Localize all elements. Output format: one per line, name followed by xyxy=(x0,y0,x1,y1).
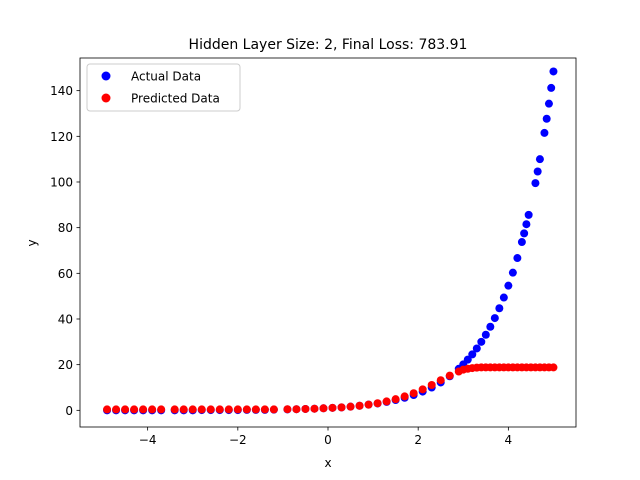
y-tick-label: 120 xyxy=(50,130,73,144)
chart-title: Hidden Layer Size: 2, Final Loss: 783.91 xyxy=(189,37,468,53)
data-point-actual xyxy=(531,179,540,188)
y-tick-label: 0 xyxy=(65,404,73,418)
data-point-predicted xyxy=(355,401,364,410)
data-point-predicted xyxy=(346,402,355,411)
y-tick-label: 140 xyxy=(50,84,73,98)
data-point-predicted xyxy=(148,405,157,414)
data-point-actual xyxy=(544,99,553,108)
data-point-actual xyxy=(463,355,472,364)
data-point-predicted xyxy=(445,371,454,380)
data-point-predicted xyxy=(139,405,148,414)
data-point-predicted xyxy=(157,405,166,414)
data-point-predicted xyxy=(215,405,224,414)
legend-label: Predicted Data xyxy=(131,92,220,106)
data-point-predicted xyxy=(103,405,112,414)
plot-area xyxy=(103,67,558,415)
data-point-predicted xyxy=(283,405,292,414)
data-point-predicted xyxy=(418,385,427,394)
data-point-actual xyxy=(522,220,531,229)
data-point-predicted xyxy=(197,405,206,414)
data-point-predicted xyxy=(260,405,269,414)
y-tick-label: 100 xyxy=(50,175,73,189)
data-point-actual xyxy=(477,337,486,346)
x-axis-label: x xyxy=(324,456,331,470)
data-point-predicted xyxy=(373,399,382,408)
data-point-actual xyxy=(547,83,556,92)
legend-box xyxy=(86,63,241,112)
data-point-predicted xyxy=(436,376,445,385)
data-point-actual xyxy=(472,344,481,353)
data-point-predicted xyxy=(391,395,400,404)
data-point-actual xyxy=(520,229,529,238)
y-axis: 0 20 40 60 80 100 120 140 xyxy=(50,84,80,418)
y-axis-label: y xyxy=(25,239,39,246)
data-point-actual xyxy=(481,330,490,339)
data-point-predicted xyxy=(170,405,179,414)
data-point-predicted xyxy=(310,404,319,413)
data-point-predicted xyxy=(301,404,310,413)
data-point-actual xyxy=(513,254,522,263)
data-point-actual xyxy=(540,128,549,137)
data-point-predicted xyxy=(409,389,418,398)
y-tick-label: 60 xyxy=(58,267,73,281)
data-point-actual xyxy=(495,304,504,313)
y-tick-label: 40 xyxy=(58,312,73,326)
x-tick-label: 2 xyxy=(414,433,422,447)
data-point-actual xyxy=(535,155,544,164)
data-point-actual xyxy=(499,293,508,302)
legend-marker xyxy=(101,93,111,103)
data-point-predicted xyxy=(112,405,121,414)
data-point-actual xyxy=(490,314,499,323)
data-point-predicted xyxy=(242,405,251,414)
data-point-predicted xyxy=(130,405,139,414)
data-point-actual xyxy=(533,167,542,176)
data-point-predicted xyxy=(269,405,278,414)
data-point-predicted xyxy=(400,392,409,401)
y-tick-label: 80 xyxy=(58,221,73,235)
data-point-predicted xyxy=(337,403,346,412)
legend-marker xyxy=(101,71,111,81)
data-point-predicted xyxy=(188,405,197,414)
data-point-predicted xyxy=(382,397,391,406)
data-point-predicted xyxy=(319,404,328,413)
data-point-actual xyxy=(549,67,558,76)
data-point-actual xyxy=(486,322,495,331)
data-point-predicted xyxy=(224,405,233,414)
x-tick-label: −4 xyxy=(139,433,157,447)
data-point-actual xyxy=(542,114,551,123)
x-tick-label: 0 xyxy=(324,433,332,447)
data-point-predicted xyxy=(549,363,558,372)
data-point-predicted xyxy=(427,380,436,389)
data-point-actual xyxy=(517,238,526,247)
data-point-actual xyxy=(508,268,517,277)
data-point-predicted xyxy=(233,405,242,414)
x-axis: −4 −2 0 2 4 xyxy=(139,427,512,447)
data-point-predicted xyxy=(251,405,260,414)
data-point-predicted xyxy=(364,400,373,409)
y-tick-label: 20 xyxy=(58,358,73,372)
x-tick-label: −2 xyxy=(229,433,247,447)
plot-frame xyxy=(79,57,577,428)
data-point-actual xyxy=(524,210,533,219)
data-point-predicted xyxy=(206,405,215,414)
data-point-predicted xyxy=(179,405,188,414)
data-point-predicted xyxy=(121,405,130,414)
x-tick-label: 4 xyxy=(505,433,513,447)
data-point-predicted xyxy=(292,405,301,414)
legend-label: Actual Data xyxy=(131,70,201,84)
data-point-actual xyxy=(504,281,513,290)
legend: Actual Data Predicted Data xyxy=(86,63,241,112)
data-point-actual xyxy=(468,350,477,359)
data-point-predicted xyxy=(328,403,337,412)
